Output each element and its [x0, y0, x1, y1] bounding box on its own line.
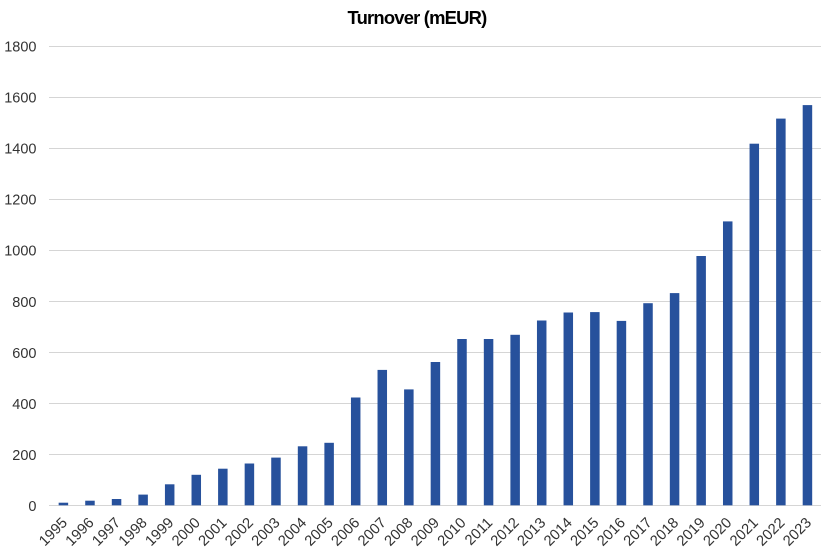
svg-text:Turnover (mEUR): Turnover (mEUR): [348, 7, 488, 28]
svg-text:1400: 1400: [4, 142, 36, 158]
svg-text:1800: 1800: [4, 40, 36, 56]
svg-text:1000: 1000: [4, 244, 36, 260]
svg-text:0: 0: [28, 499, 36, 515]
svg-text:1600: 1600: [4, 91, 36, 107]
svg-text:600: 600: [12, 346, 36, 362]
svg-text:1200: 1200: [4, 193, 36, 209]
svg-text:400: 400: [12, 397, 36, 413]
svg-text:200: 200: [12, 448, 36, 464]
svg-text:800: 800: [12, 295, 36, 311]
